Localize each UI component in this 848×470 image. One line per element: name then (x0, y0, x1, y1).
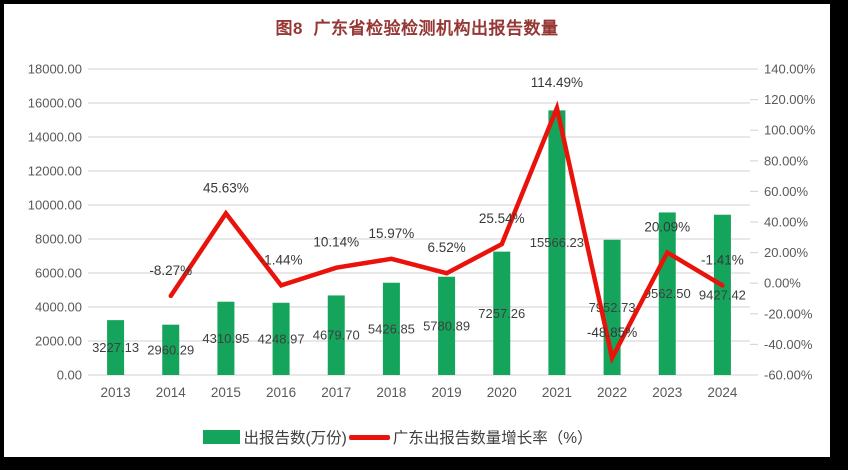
line-value-label: 6.52% (427, 240, 465, 255)
chart-canvas: 图8 广东省检验检测机构出报告数量 18000.00 16000.00 14000.… (4, 4, 830, 457)
bar-value-label: 7257.26 (478, 306, 525, 321)
right-axis-tick-label: 20.00% (764, 245, 809, 260)
x-axis-label: 2015 (211, 385, 241, 400)
bar-value-label: 15566.23 (530, 235, 584, 250)
line-value-label: 15.97% (369, 226, 415, 241)
bar-2021 (548, 110, 566, 376)
bar-2024 (713, 214, 731, 375)
bar-2013 (107, 320, 125, 375)
legend-line-swatch-icon (348, 434, 390, 440)
line-value-label: -8.27% (149, 263, 192, 278)
bar-value-label: 5426.85 (368, 321, 415, 336)
bar-value-label: 4310.95 (202, 331, 249, 346)
bar-value-label: 4248.97 (258, 331, 305, 346)
bar-value-label: 2960.29 (147, 342, 194, 357)
line-value-label: 45.63% (203, 180, 249, 195)
bar-2014 (162, 324, 180, 375)
legend-line-label: 广东出报告数量增长率（%） (392, 430, 593, 447)
left-axis-tick-label: 12000.00 (28, 164, 82, 179)
x-axis-label: 2014 (156, 385, 187, 400)
right-axis-tick-label: -40.00% (764, 337, 813, 352)
bar-value-label: 9562.50 (644, 286, 691, 301)
x-axis-label: 2017 (321, 385, 351, 400)
line-value-label: 114.49% (531, 75, 583, 90)
x-axis-label: 2024 (707, 385, 738, 400)
x-axis-label: 2016 (266, 385, 296, 400)
line-value-label: 10.14% (313, 235, 359, 250)
line-value-label: -48.85% (587, 325, 637, 340)
bar-value-label: 7952.73 (589, 300, 636, 315)
right-axis-tick-label: 0.00% (764, 276, 801, 291)
bar-2017 (327, 295, 345, 375)
bar-value-label: 9427.42 (699, 287, 746, 302)
growth-rate-line (168, 100, 725, 365)
left-axis-tick-label: 4000.00 (35, 300, 82, 315)
left-axis-tick-label: 0.00 (57, 368, 82, 383)
bar-value-label: 4679.70 (313, 328, 360, 343)
line-value-label: -1.44% (260, 252, 303, 267)
x-axis-label: 2020 (487, 385, 517, 400)
chart-legend: 出报告数(万份) 广东出报告数量增长率（%） (4, 426, 811, 448)
left-axis-tick-label: 10000.00 (28, 198, 82, 213)
legend-item-bars: 出报告数(万份) (203, 426, 347, 448)
bar-2018 (382, 282, 400, 375)
left-axis-tick-label: 2000.00 (35, 334, 82, 349)
line-value-label: 25.54% (479, 211, 525, 226)
left-axis-tick-label: 8000.00 (35, 232, 82, 247)
x-axis-label: 2019 (432, 385, 462, 400)
bar-2016 (272, 302, 290, 375)
left-axis-tick-label: 6000.00 (35, 266, 82, 281)
line-value-label: 20.09% (644, 219, 690, 234)
right-axis-tick-label: 120.00% (764, 92, 816, 107)
x-axis-label: 2018 (376, 385, 406, 400)
right-axis-tick-label: -60.00% (764, 368, 813, 383)
line-value-label: -1.41% (701, 252, 744, 267)
bar-value-label: 3227.13 (92, 340, 139, 355)
chart-title: 图8 广东省检验检测机构出报告数量 (275, 19, 559, 38)
legend-bar-label: 出报告数(万份) (243, 430, 347, 447)
left-axis-tick-label: 16000.00 (28, 96, 82, 111)
x-axis-label: 2021 (542, 385, 572, 400)
bar-2020 (493, 251, 511, 375)
legend-item-line: 广东出报告数量增长率（%） (348, 426, 593, 448)
bar-value-label: 5780.89 (423, 318, 470, 333)
left-axis-tick-label: 14000.00 (28, 130, 82, 145)
x-axis-label: 2022 (597, 385, 627, 400)
right-axis-tick-label: 100.00% (764, 123, 816, 138)
right-axis-tick-label: 40.00% (764, 215, 809, 230)
right-axis-tick-label: 80.00% (764, 153, 809, 168)
right-axis-tick-label: 60.00% (764, 184, 809, 199)
bar-2019 (438, 276, 456, 375)
x-axis-label: 2013 (101, 385, 131, 400)
bar-2015 (217, 301, 235, 375)
x-axis-label: 2023 (652, 385, 682, 400)
left-axis-tick-label: 18000.00 (28, 62, 82, 77)
right-axis-tick-label: 140.00% (764, 62, 816, 77)
legend-bar-swatch-icon (203, 430, 241, 444)
combo-chart-plot: 18000.00 16000.00 14000.00 12000.00 10000.00… (28, 62, 816, 401)
right-axis-tick-label: -20.00% (764, 306, 813, 321)
